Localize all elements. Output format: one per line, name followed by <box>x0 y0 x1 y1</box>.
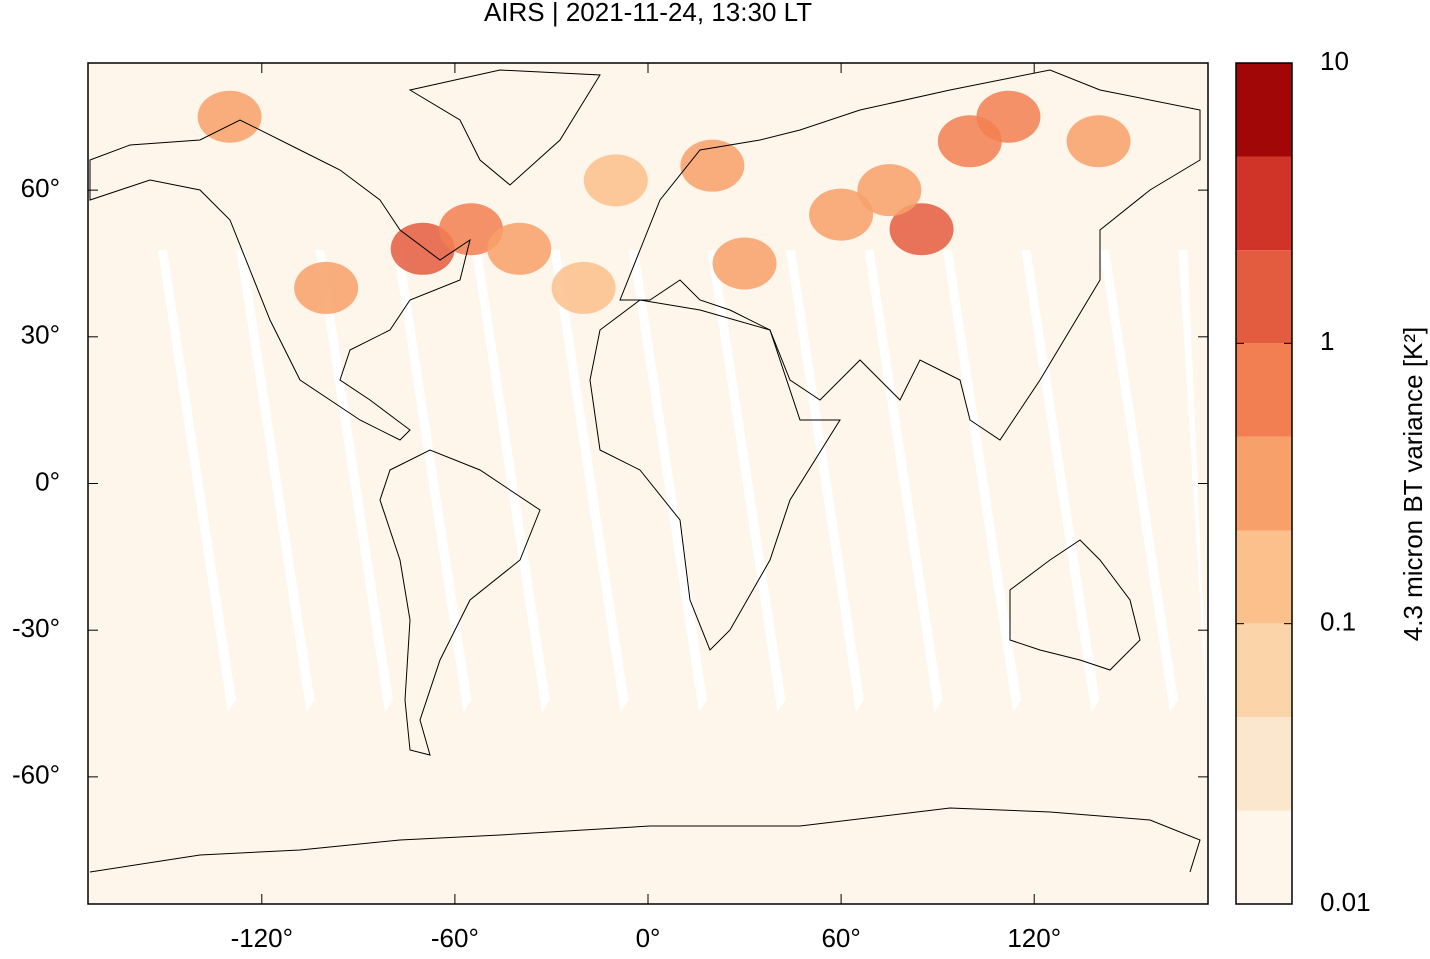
swath-gap <box>1100 250 1178 712</box>
colorbar-tick-label: 1 <box>1320 326 1334 356</box>
heat-spot <box>487 222 552 275</box>
colorbar-tick-label: 0.01 <box>1320 887 1371 917</box>
plot-background <box>88 63 1208 904</box>
y-tick-label: -60° <box>12 760 60 790</box>
x-tick-label: 0° <box>636 923 661 953</box>
colorbar-band <box>1236 63 1292 157</box>
heat-spot <box>294 261 359 314</box>
heat-spot <box>197 90 262 143</box>
colorbar-band <box>1236 156 1292 251</box>
heat-spot <box>712 237 777 290</box>
swath-gap <box>707 250 786 712</box>
heat-spot <box>438 203 503 256</box>
colorbar-band <box>1236 436 1292 531</box>
swath-gap <box>629 250 707 712</box>
colorbar-label: 4.3 micron BT variance [K²] <box>1398 327 1428 642</box>
y-tick-label: -30° <box>12 613 60 643</box>
heat-field <box>197 90 1131 314</box>
colorbar-frame <box>1235 62 1293 905</box>
swath-gaps <box>158 250 1207 712</box>
colorbar-band <box>1236 623 1292 718</box>
heat-spot <box>551 261 616 314</box>
x-tick-label: 60° <box>821 923 860 953</box>
heat-spot <box>1066 115 1131 168</box>
colorbar-band <box>1236 810 1292 904</box>
colorbar-tick-label: 10 <box>1320 46 1349 76</box>
x-tick-label: -60° <box>431 923 479 953</box>
swath-gap <box>393 250 472 712</box>
x-tick-label: 120° <box>1007 923 1061 953</box>
swath-gap <box>1178 250 1207 712</box>
swath-gap <box>315 250 393 712</box>
swath-gap <box>550 250 629 712</box>
y-tick-label: 0° <box>35 466 60 496</box>
colorbar-band <box>1236 717 1292 811</box>
swath-gap <box>158 250 236 712</box>
swath-gap <box>864 250 943 712</box>
x-tick-label: -120° <box>231 923 293 953</box>
swath-gap <box>786 250 864 712</box>
colorbar-band <box>1236 250 1292 344</box>
swath-gap <box>943 250 1021 712</box>
coastlines <box>89 69 1201 873</box>
heat-spot <box>809 188 874 241</box>
chart-title: AIRS | 2021-11-24, 13:30 LT <box>484 0 812 27</box>
swath-gap <box>236 250 315 712</box>
swath-gap <box>472 250 550 712</box>
colorbar-tick-label: 0.1 <box>1320 607 1356 637</box>
heat-spot <box>583 154 648 207</box>
heat-spot <box>390 222 455 275</box>
swath-gap <box>1021 250 1100 712</box>
colorbar-band <box>1236 343 1292 437</box>
heat-spot <box>857 164 922 217</box>
y-tick-label: 60° <box>21 173 60 203</box>
y-tick-label: 30° <box>21 320 60 350</box>
colorbar-band <box>1236 530 1292 624</box>
heat-spot <box>976 90 1041 143</box>
heat-spot <box>889 203 954 256</box>
heat-spot <box>680 139 745 192</box>
